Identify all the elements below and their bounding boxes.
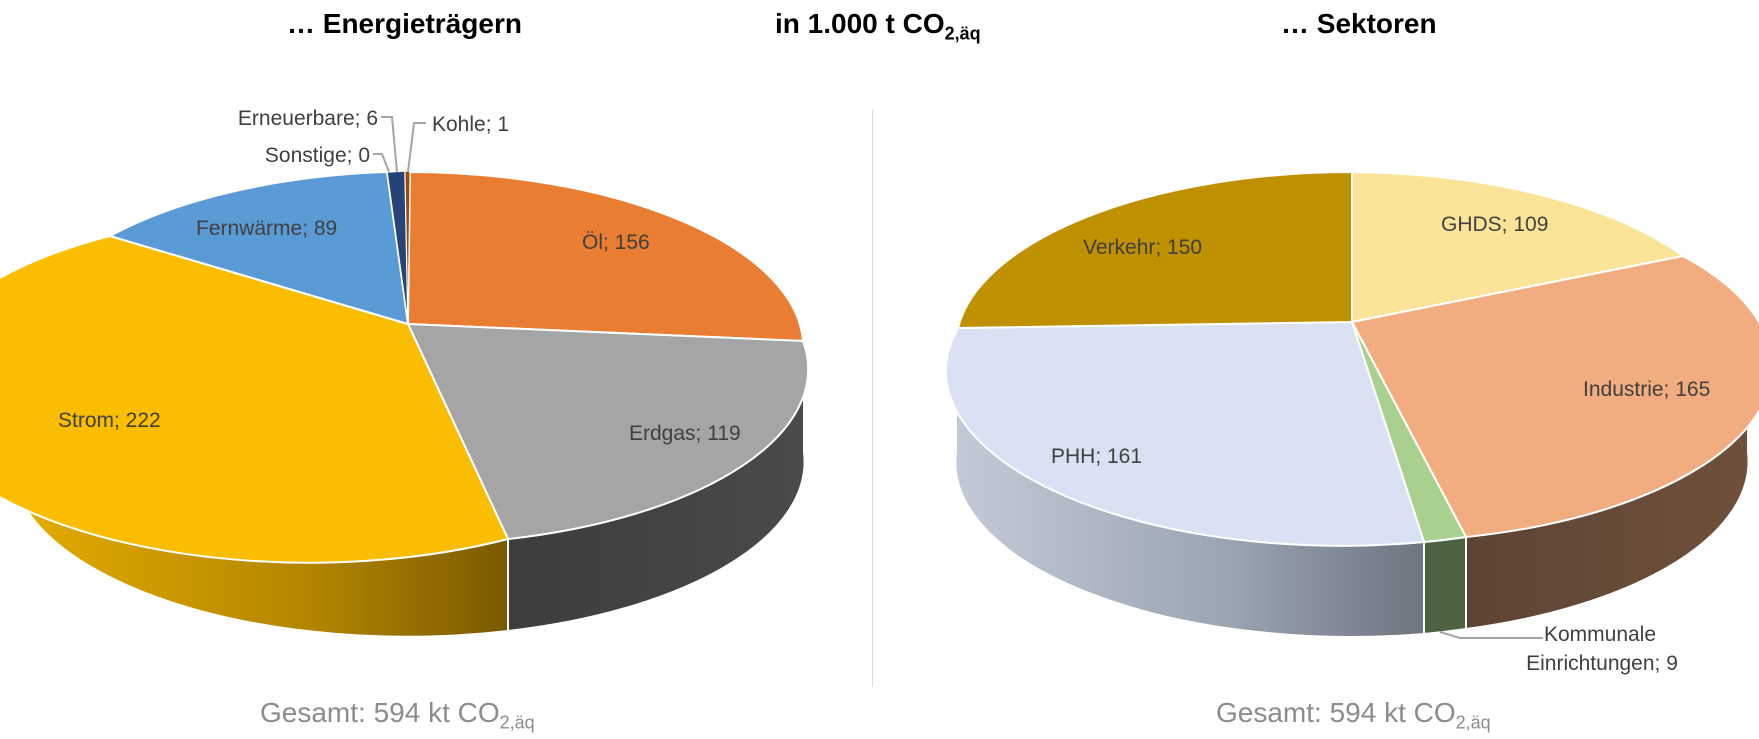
leader-line-kommunale bbox=[1439, 631, 1543, 639]
chart-title-energietraeger: … Energieträgern bbox=[287, 8, 522, 39]
data-label-phh: PHH; 161 bbox=[1051, 445, 1142, 468]
data-label-kommunale-1: Kommunale bbox=[1544, 623, 1656, 646]
data-label-erdgas: Erdgas; 119 bbox=[629, 422, 741, 445]
pie-slice-ghds bbox=[1351, 170, 1686, 324]
data-label-verkehr: Verkehr; 150 bbox=[1083, 236, 1202, 259]
data-label-ghds: GHDS; 109 bbox=[1441, 213, 1548, 236]
pie-slice-erdgas bbox=[406, 322, 810, 541]
data-label-erneuerbare: Erneuerbare; 6 bbox=[238, 107, 378, 130]
data-label-oel: Öl; 156 bbox=[582, 231, 650, 254]
chart-divider bbox=[872, 110, 873, 687]
pie-slice-verkehr bbox=[956, 170, 1353, 330]
leader-line-erneuerbare bbox=[381, 116, 398, 173]
data-label-kommunale-2: Einrichtungen; 9 bbox=[1526, 652, 1678, 675]
pie-slice-fernwaerme bbox=[107, 170, 410, 326]
pie-slice-strom bbox=[0, 234, 510, 564]
pie-side-kommunale bbox=[1423, 535, 1467, 636]
data-label-strom: Strom; 222 bbox=[58, 409, 161, 432]
unit-title: in 1.000 t CO2,äq bbox=[775, 8, 981, 44]
pie-slice-phh bbox=[944, 320, 1426, 547]
pie-slice-oel bbox=[406, 170, 805, 343]
data-label-fernwaerme: Fernwärme; 89 bbox=[196, 217, 337, 240]
data-label-sonstige: Sonstige; 0 bbox=[265, 144, 370, 167]
leader-line-sonstige bbox=[373, 153, 390, 173]
leader-line-kohle bbox=[407, 122, 426, 173]
pie-slice-industrie bbox=[1350, 254, 1759, 539]
chart-title-sektoren: … Sektoren bbox=[1281, 8, 1437, 39]
total-right: Gesamt: 594 kt CO2,äq bbox=[1216, 697, 1491, 733]
total-left: Gesamt: 594 kt CO2,äq bbox=[260, 697, 535, 733]
data-label-kohle: Kohle; 1 bbox=[432, 113, 509, 136]
data-label-industrie: Industrie; 165 bbox=[1583, 378, 1710, 401]
